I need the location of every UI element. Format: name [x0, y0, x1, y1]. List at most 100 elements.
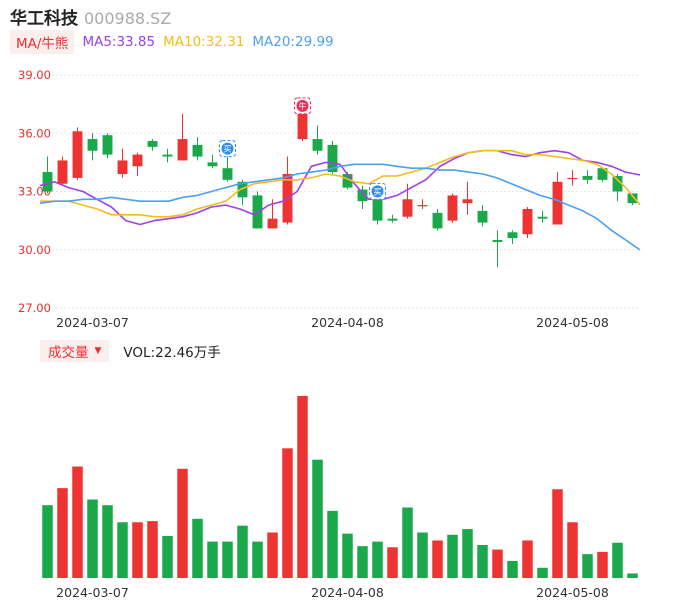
volume-bar — [372, 541, 383, 578]
volume-bar — [447, 534, 458, 578]
candle-body — [582, 175, 593, 180]
volume-bar — [327, 510, 338, 578]
signal-label: 买 — [224, 145, 232, 154]
candle-body — [87, 139, 98, 151]
ma10-legend: MA10:32.31 — [163, 34, 245, 50]
volume-bar — [42, 505, 53, 578]
volume-bar — [57, 488, 68, 578]
candle-body — [102, 135, 113, 155]
candle-body — [567, 177, 578, 180]
candle-body — [42, 172, 53, 192]
volume-bar — [252, 541, 263, 578]
candle-body — [432, 212, 443, 229]
candle-body — [222, 168, 233, 180]
volume-chart[interactable]: 2024-03-07 2024-04-08 2024-05-08 — [0, 366, 686, 606]
volume-bar — [507, 560, 518, 578]
volume-bar — [237, 525, 248, 578]
volume-bar — [342, 533, 353, 578]
volume-bar — [597, 551, 608, 578]
candle-body — [297, 113, 308, 140]
volume-bar — [267, 532, 278, 578]
candle-body — [387, 218, 398, 221]
candle-body — [402, 199, 413, 217]
candle-body — [597, 168, 608, 180]
candle-body — [627, 193, 638, 204]
candle-body — [612, 175, 623, 192]
volume-bar — [87, 499, 98, 578]
volume-x-tick-label: 2024-05-08 — [536, 585, 609, 600]
candle-body — [72, 131, 83, 178]
signal-label: 买 — [374, 187, 382, 196]
volume-bar — [147, 521, 158, 578]
candle-body — [132, 154, 143, 167]
signal-dot — [221, 142, 234, 155]
volume-bar — [552, 489, 563, 578]
ma-indicator-toggle[interactable]: MA/牛熊 — [10, 30, 75, 54]
candle-body — [342, 174, 353, 188]
stock-name: 华工科技 — [10, 9, 78, 29]
volume-bar — [192, 518, 203, 578]
volume-x-tick-label: 2024-04-08 — [311, 585, 384, 600]
candle-body — [177, 139, 188, 161]
candle-body — [492, 240, 503, 242]
candle-body — [462, 199, 473, 204]
volume-bar — [492, 549, 503, 578]
ma5-legend: MA5:33.85 — [82, 34, 156, 50]
stock-code: 000988.SZ — [84, 9, 172, 28]
candle-body — [162, 154, 173, 157]
ma20-legend: MA20:29.99 — [252, 34, 334, 50]
volume-bar — [102, 505, 113, 578]
volume-legend: 成交量 ▼ VOL:22.46万手 — [40, 340, 221, 362]
ma-legend: MA/牛熊 MA5:33.85 MA10:32.31 MA20:29.99 — [10, 30, 334, 54]
price-y-tick-label: 27.00 — [18, 301, 51, 315]
signal-dot — [371, 185, 384, 198]
volume-toggle-label: 成交量 — [48, 345, 89, 361]
price-x-tick-label: 2024-05-08 — [536, 315, 609, 330]
candle-body — [537, 216, 548, 219]
candle-body — [357, 189, 368, 202]
candle-body — [477, 210, 488, 223]
volume-bar — [162, 535, 173, 578]
volume-bar — [612, 542, 623, 578]
signal-label: 牛 — [299, 101, 307, 111]
candle-body — [57, 160, 68, 184]
candle-body — [117, 160, 128, 175]
candle-body — [267, 218, 278, 229]
price-x-tick-label: 2024-04-08 — [311, 315, 384, 330]
volume-bar — [462, 529, 473, 578]
volume-indicator-toggle[interactable]: 成交量 ▼ — [40, 340, 110, 362]
volume-bar — [477, 545, 488, 578]
volume-bar — [282, 448, 293, 578]
volume-bar — [537, 567, 548, 578]
volume-bar — [432, 540, 443, 578]
volume-bar — [582, 554, 593, 578]
buy-signal-icon: 买 — [219, 140, 236, 158]
candle-body — [372, 199, 383, 221]
ma5-line — [39, 149, 641, 226]
candle-body — [522, 208, 533, 235]
candle-body — [417, 205, 428, 207]
candle-body — [507, 232, 518, 239]
candle-body — [552, 181, 563, 225]
volume-bar — [522, 540, 533, 578]
bull-signal-icon: 牛 — [294, 97, 311, 115]
candle-body — [312, 139, 323, 151]
dropdown-caret-icon: ▼ — [94, 346, 102, 356]
stock-header: 华工科技 000988.SZ — [10, 4, 172, 29]
volume-bar — [402, 507, 413, 578]
buy-signal-icon: 买 — [369, 182, 386, 200]
volume-bar — [357, 546, 368, 578]
volume-bar — [207, 541, 218, 578]
volume-bar — [417, 532, 428, 578]
volume-value: VOL:22.46万手 — [123, 345, 221, 361]
volume-bar — [567, 522, 578, 578]
volume-bar — [117, 522, 128, 578]
candle-body — [207, 162, 218, 167]
price-y-tick-label: 30.00 — [18, 243, 51, 257]
ma10-line — [40, 149, 641, 218]
candle-body — [447, 195, 458, 221]
ma20-line — [39, 163, 641, 251]
signal-dot — [296, 99, 309, 112]
volume-bar — [177, 468, 188, 578]
